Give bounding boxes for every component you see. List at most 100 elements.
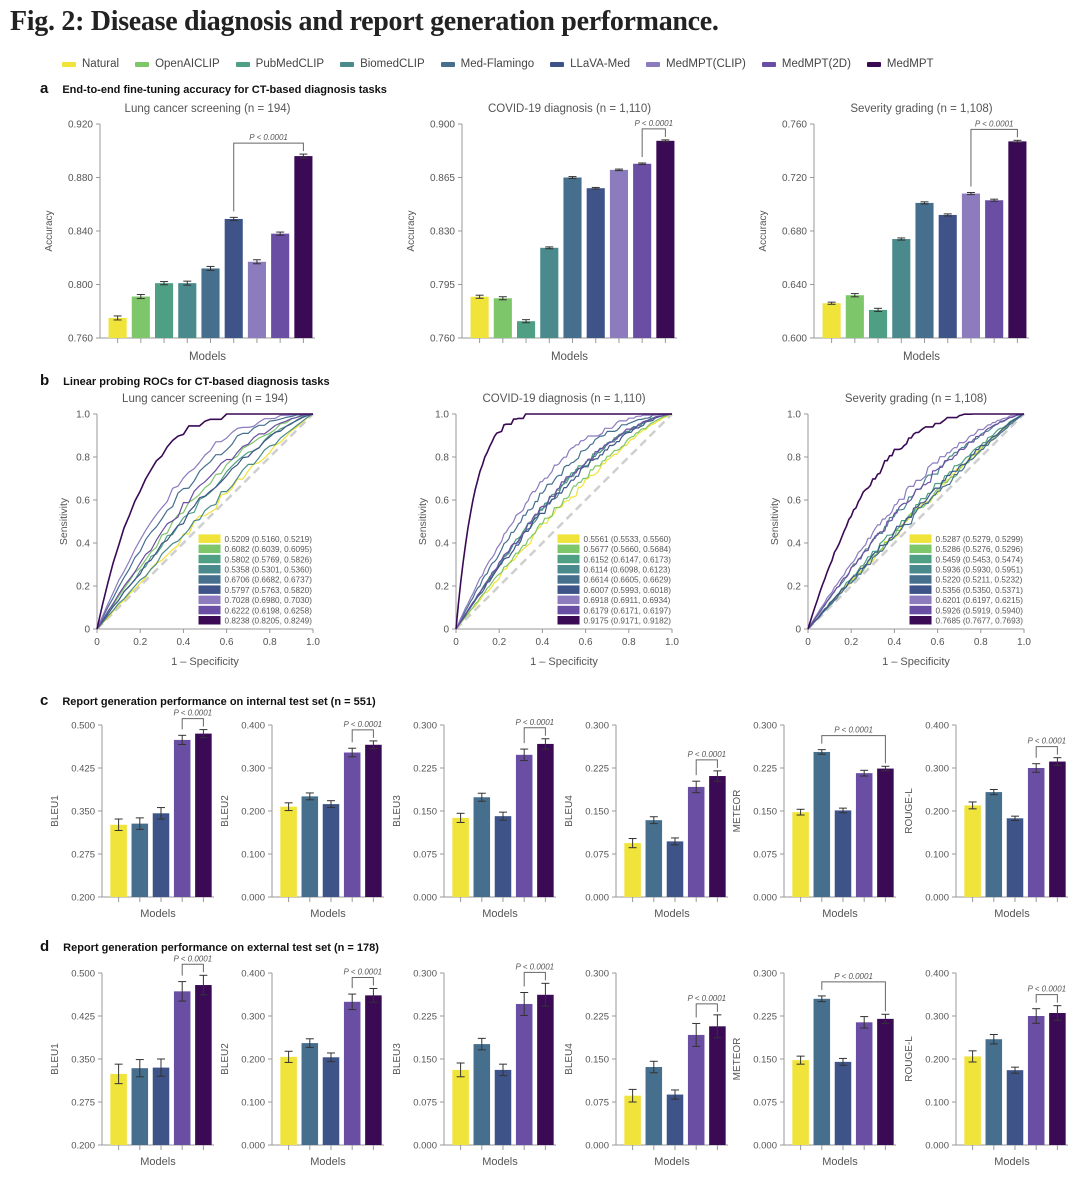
- y-axis-label: BLEU3: [392, 1043, 403, 1075]
- legend-swatch: [440, 61, 455, 67]
- bar-med-flamingo: [813, 998, 831, 1145]
- bar-chart-d3: 0.000 0.075 0.150 0.225 0.300 P < 0.0001 Model…: [392, 962, 556, 1168]
- bar-natural: [470, 296, 489, 338]
- bar-biomedclip: [540, 247, 559, 338]
- auc-legend-swatch: [198, 544, 221, 554]
- y-axis-label: ROUGE-L: [904, 788, 915, 834]
- auc-legend-label: 0.6706 (0.6682, 0.6737): [225, 576, 313, 585]
- bar-natural: [108, 317, 127, 338]
- y-tick-label: 0.760: [782, 120, 807, 131]
- y-tick-label: 0.100: [925, 1098, 949, 1109]
- roc-chart-b2: 00 0.2 0.2 0.4 0.4 0.6 0.6 0.8 0.8 1.0 1.0 0.5561 (…: [417, 393, 679, 668]
- legend-label: MedMPT(2D): [781, 58, 851, 70]
- roc-curve-openaiclip: [96, 413, 314, 630]
- y-tick-label: 0.200: [241, 807, 265, 818]
- legend: Natural OpenAICLIP PubMedCLIP BiomedCLIP…: [62, 56, 950, 72]
- x-tick-label: 0.8: [974, 637, 988, 648]
- significance-bracket: [351, 976, 374, 989]
- significance-bracket: [181, 718, 204, 730]
- y-tick-label: 0.300: [925, 1012, 949, 1023]
- chart-title: Severity grading (n = 1,108): [850, 103, 992, 115]
- y-tick-label: 0.225: [585, 1012, 609, 1023]
- roc-curve-medmpt-2d-: [96, 413, 314, 630]
- auc-legend-swatch: [198, 565, 221, 574]
- significance-label: P < 0.0001: [515, 718, 554, 727]
- y-tick-label: 0.760: [430, 334, 455, 345]
- legend-item: BiomedCLIP: [340, 58, 425, 70]
- y-tick-label: 0.2: [76, 582, 90, 593]
- y-axis-label: BLEU4: [564, 1043, 575, 1075]
- significance-label: P < 0.0001: [515, 962, 554, 971]
- y-tick-label: 0.720: [782, 173, 807, 184]
- bar-medmpt-2d-: [1027, 1016, 1045, 1145]
- auc-legend-swatch: [557, 585, 580, 594]
- significance-label: P < 0.0001: [687, 750, 726, 759]
- bar-medmpt: [365, 744, 382, 897]
- bar-chart-d1: 0.200 0.275 0.350 0.425 0.500 P < 0.0001 Model…: [50, 954, 214, 1168]
- significance-label: P < 0.0001: [687, 994, 726, 1003]
- y-tick-label: 0.425: [71, 764, 95, 775]
- auc-legend-swatch: [198, 616, 221, 625]
- auc-legend-swatch: [909, 554, 932, 564]
- bar-medmpt: [877, 768, 894, 897]
- x-axis-label: Models: [654, 908, 690, 920]
- x-axis-label: Models: [189, 351, 226, 363]
- legend-label: LLaVA-Med: [570, 58, 631, 70]
- legend-item: PubMedCLIP: [235, 58, 324, 70]
- section-letter: b: [40, 372, 50, 389]
- bar-med-flamingo: [645, 820, 663, 897]
- x-tick-label: 0: [453, 637, 459, 648]
- y-tick-label: 0.225: [753, 764, 777, 775]
- y-tick-label: 0.200: [925, 1055, 949, 1066]
- auc-legend-label: 0.5358 (0.5301, 0.5360): [225, 566, 313, 575]
- y-tick-label: 0.680: [782, 227, 807, 238]
- x-axis-label: Models: [654, 1156, 690, 1168]
- y-tick-label: 0.6: [787, 496, 801, 507]
- y-tick-label: 0.225: [413, 1012, 437, 1023]
- chart-title: Lung cancer screening (n = 194): [125, 103, 291, 115]
- legend-swatch: [340, 61, 355, 67]
- y-tick-label: 0.900: [430, 120, 455, 131]
- auc-legend-label: 0.5797 (0.5763, 0.5820): [225, 586, 313, 595]
- bar-medmpt-clip-: [609, 169, 629, 338]
- legend-item: Med-Flamingo: [440, 58, 534, 70]
- auc-legend-swatch: [557, 565, 580, 574]
- bar-llava-med: [1006, 1070, 1024, 1145]
- legend-swatch: [866, 61, 881, 67]
- bar-natural: [964, 1056, 981, 1145]
- auc-legend-label: 0.5459 (0.5453, 0.5474): [936, 555, 1024, 564]
- auc-legend-label: 0.6082 (0.6039, 0.6095): [225, 545, 313, 554]
- y-tick-label: 0.075: [413, 850, 437, 861]
- bar-medmpt-2d-: [687, 1034, 705, 1145]
- y-tick-label: 1.0: [787, 410, 801, 421]
- y-tick-label: 0.225: [585, 764, 609, 775]
- y-tick-label: 0.000: [241, 893, 265, 904]
- significance-bracket: [821, 735, 886, 764]
- y-tick-label: 0.075: [585, 1098, 609, 1109]
- bar-medmpt: [656, 140, 675, 338]
- legend-swatch: [235, 61, 250, 67]
- bar-llava-med: [666, 841, 684, 897]
- chart-title: Severity grading (n = 1,108): [845, 393, 987, 405]
- auc-legend-swatch: [198, 585, 221, 594]
- x-axis-label: Models: [140, 1156, 176, 1168]
- y-tick-label: 0.350: [71, 807, 95, 818]
- bar-chart-d5: 0.000 0.075 0.150 0.225 0.300 P < 0.0001 Model…: [732, 969, 896, 1168]
- y-axis-label: Accuracy: [406, 210, 417, 251]
- bar-natural: [624, 843, 641, 897]
- section-title: Linear probing ROCs for CT-based diagnos…: [63, 376, 330, 388]
- y-axis-label: METEOR: [732, 790, 743, 833]
- auc-legend-label: 0.9175 (0.9171, 0.9182): [584, 617, 672, 626]
- y-tick-label: 0.300: [241, 1012, 265, 1023]
- bar-natural: [624, 1095, 641, 1145]
- auc-legend-label: 0.6007 (0.5993, 0.6018): [584, 586, 672, 595]
- auc-legend-label: 0.8238 (0.8205, 0.8249): [225, 617, 313, 626]
- chart-title: COVID-19 diagnosis (n = 1,110): [488, 103, 651, 115]
- y-tick-label: 0.350: [71, 1055, 95, 1066]
- auc-legend-swatch: [909, 616, 932, 625]
- y-tick-label: 0.400: [925, 969, 949, 980]
- bar-chart-a3: 0.600 0.640 0.680 0.720 0.760 P < 0.0001 Model…: [758, 103, 1029, 363]
- auc-legend-label: 0.6201 (0.6197, 0.6215): [936, 596, 1024, 605]
- bar-chart-c4: 0.000 0.075 0.150 0.225 0.300 P < 0.0001 Model…: [564, 721, 728, 920]
- y-tick-label: 0.500: [71, 969, 95, 980]
